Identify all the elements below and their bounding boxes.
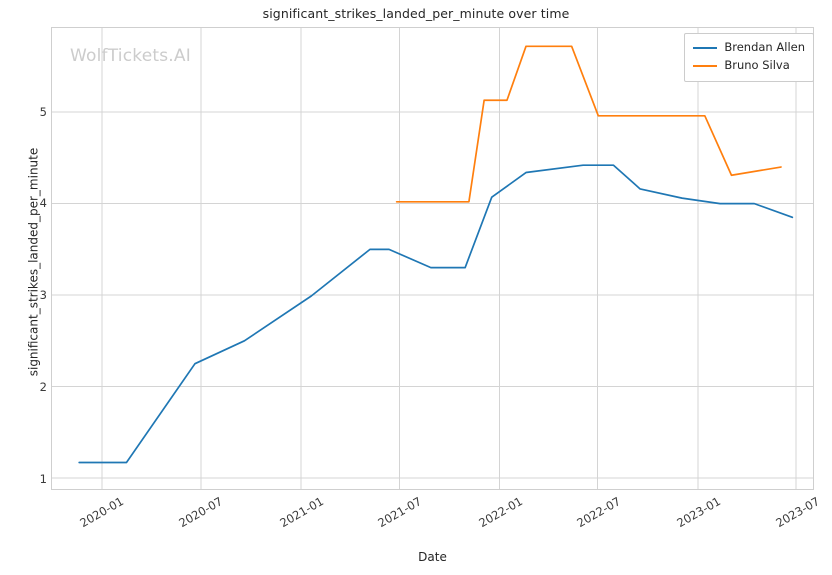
legend-item-1[interactable]: Bruno Silva <box>693 57 805 75</box>
watermark-text: WolfTickets.AI <box>70 46 191 66</box>
legend-item-0[interactable]: Brendan Allen <box>693 39 805 57</box>
x-tick-label: 2022-07 <box>574 494 624 531</box>
y-tick-label: 1 <box>39 471 47 486</box>
data-series-layer <box>78 45 794 464</box>
series-line-0 <box>78 164 794 464</box>
series-line-1 <box>395 45 782 203</box>
x-tick-label: 2021-07 <box>375 494 425 531</box>
x-axis-ticks: 2020-01 2020-07 2021-01 2021-07 2022-01 2022-… <box>51 490 823 550</box>
plot-area: WolfTickets.AI <box>51 27 814 490</box>
watermark-layer: WolfTickets.AI <box>52 28 813 489</box>
x-tick-label: 2022-01 <box>475 494 525 531</box>
chart-legend[interactable]: Brendan Allen Bruno Silva <box>684 33 814 82</box>
x-tick-label: 2020-07 <box>176 494 226 531</box>
x-tick-label: 2020-01 <box>77 494 127 531</box>
x-tick-label: 2023-07 <box>773 494 823 531</box>
y-tick-label: 2 <box>39 380 47 395</box>
y-tick-label: 4 <box>39 196 47 211</box>
legend-label: Bruno Silva <box>724 57 790 72</box>
legend-label: Brendan Allen <box>724 40 805 54</box>
x-tick-label: 2023-01 <box>674 494 724 531</box>
x-axis-label: Date <box>418 550 447 564</box>
x-tick-label: 2021-01 <box>276 494 326 531</box>
y-tick-label: 5 <box>39 104 47 119</box>
y-tick-label: 3 <box>39 288 47 303</box>
legend-color-swatch <box>693 46 718 49</box>
y-axis-ticks: 1 2 3 4 5 <box>0 27 47 490</box>
chart-title: significant_strikes_landed_per_minute ov… <box>262 6 570 21</box>
legend-color-swatch <box>693 64 718 67</box>
